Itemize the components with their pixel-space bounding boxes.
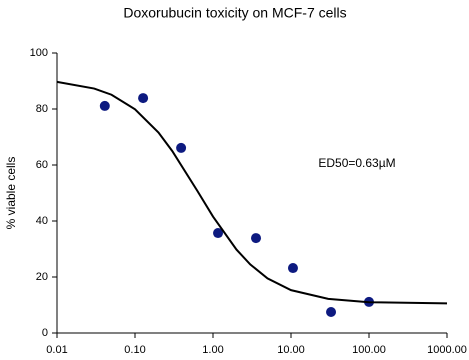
data-point [287, 263, 298, 274]
chart-title: Doxorubucin toxicity on MCF-7 cells [123, 5, 346, 21]
annotation: ED50=0.63µM [318, 156, 395, 170]
y-axis-label: % viable cells [4, 157, 18, 230]
x-tick-label: 1000.00 [427, 344, 467, 356]
x-tick-label: 0.01 [46, 344, 67, 356]
data-point [326, 307, 337, 317]
x-tick-label: 1.00 [202, 344, 223, 356]
y-tick-label: 40 [36, 215, 48, 227]
y-tick-label: 80 [36, 103, 48, 115]
y-tick-label: 20 [36, 271, 48, 283]
data-point [251, 233, 262, 244]
x-tick-label: 10.00 [277, 344, 305, 356]
fit-curve [56, 80, 448, 305]
data-point [213, 228, 224, 239]
y-tick-label: 60 [36, 159, 48, 171]
x-tick-label: 0.10 [124, 344, 145, 356]
y-tick-label: 100 [30, 47, 48, 59]
data-point [138, 93, 149, 104]
x-tick-label: 100.00 [352, 344, 386, 356]
data-point [176, 142, 187, 153]
y-tick-label: 0 [42, 327, 48, 339]
data-point [99, 100, 110, 111]
